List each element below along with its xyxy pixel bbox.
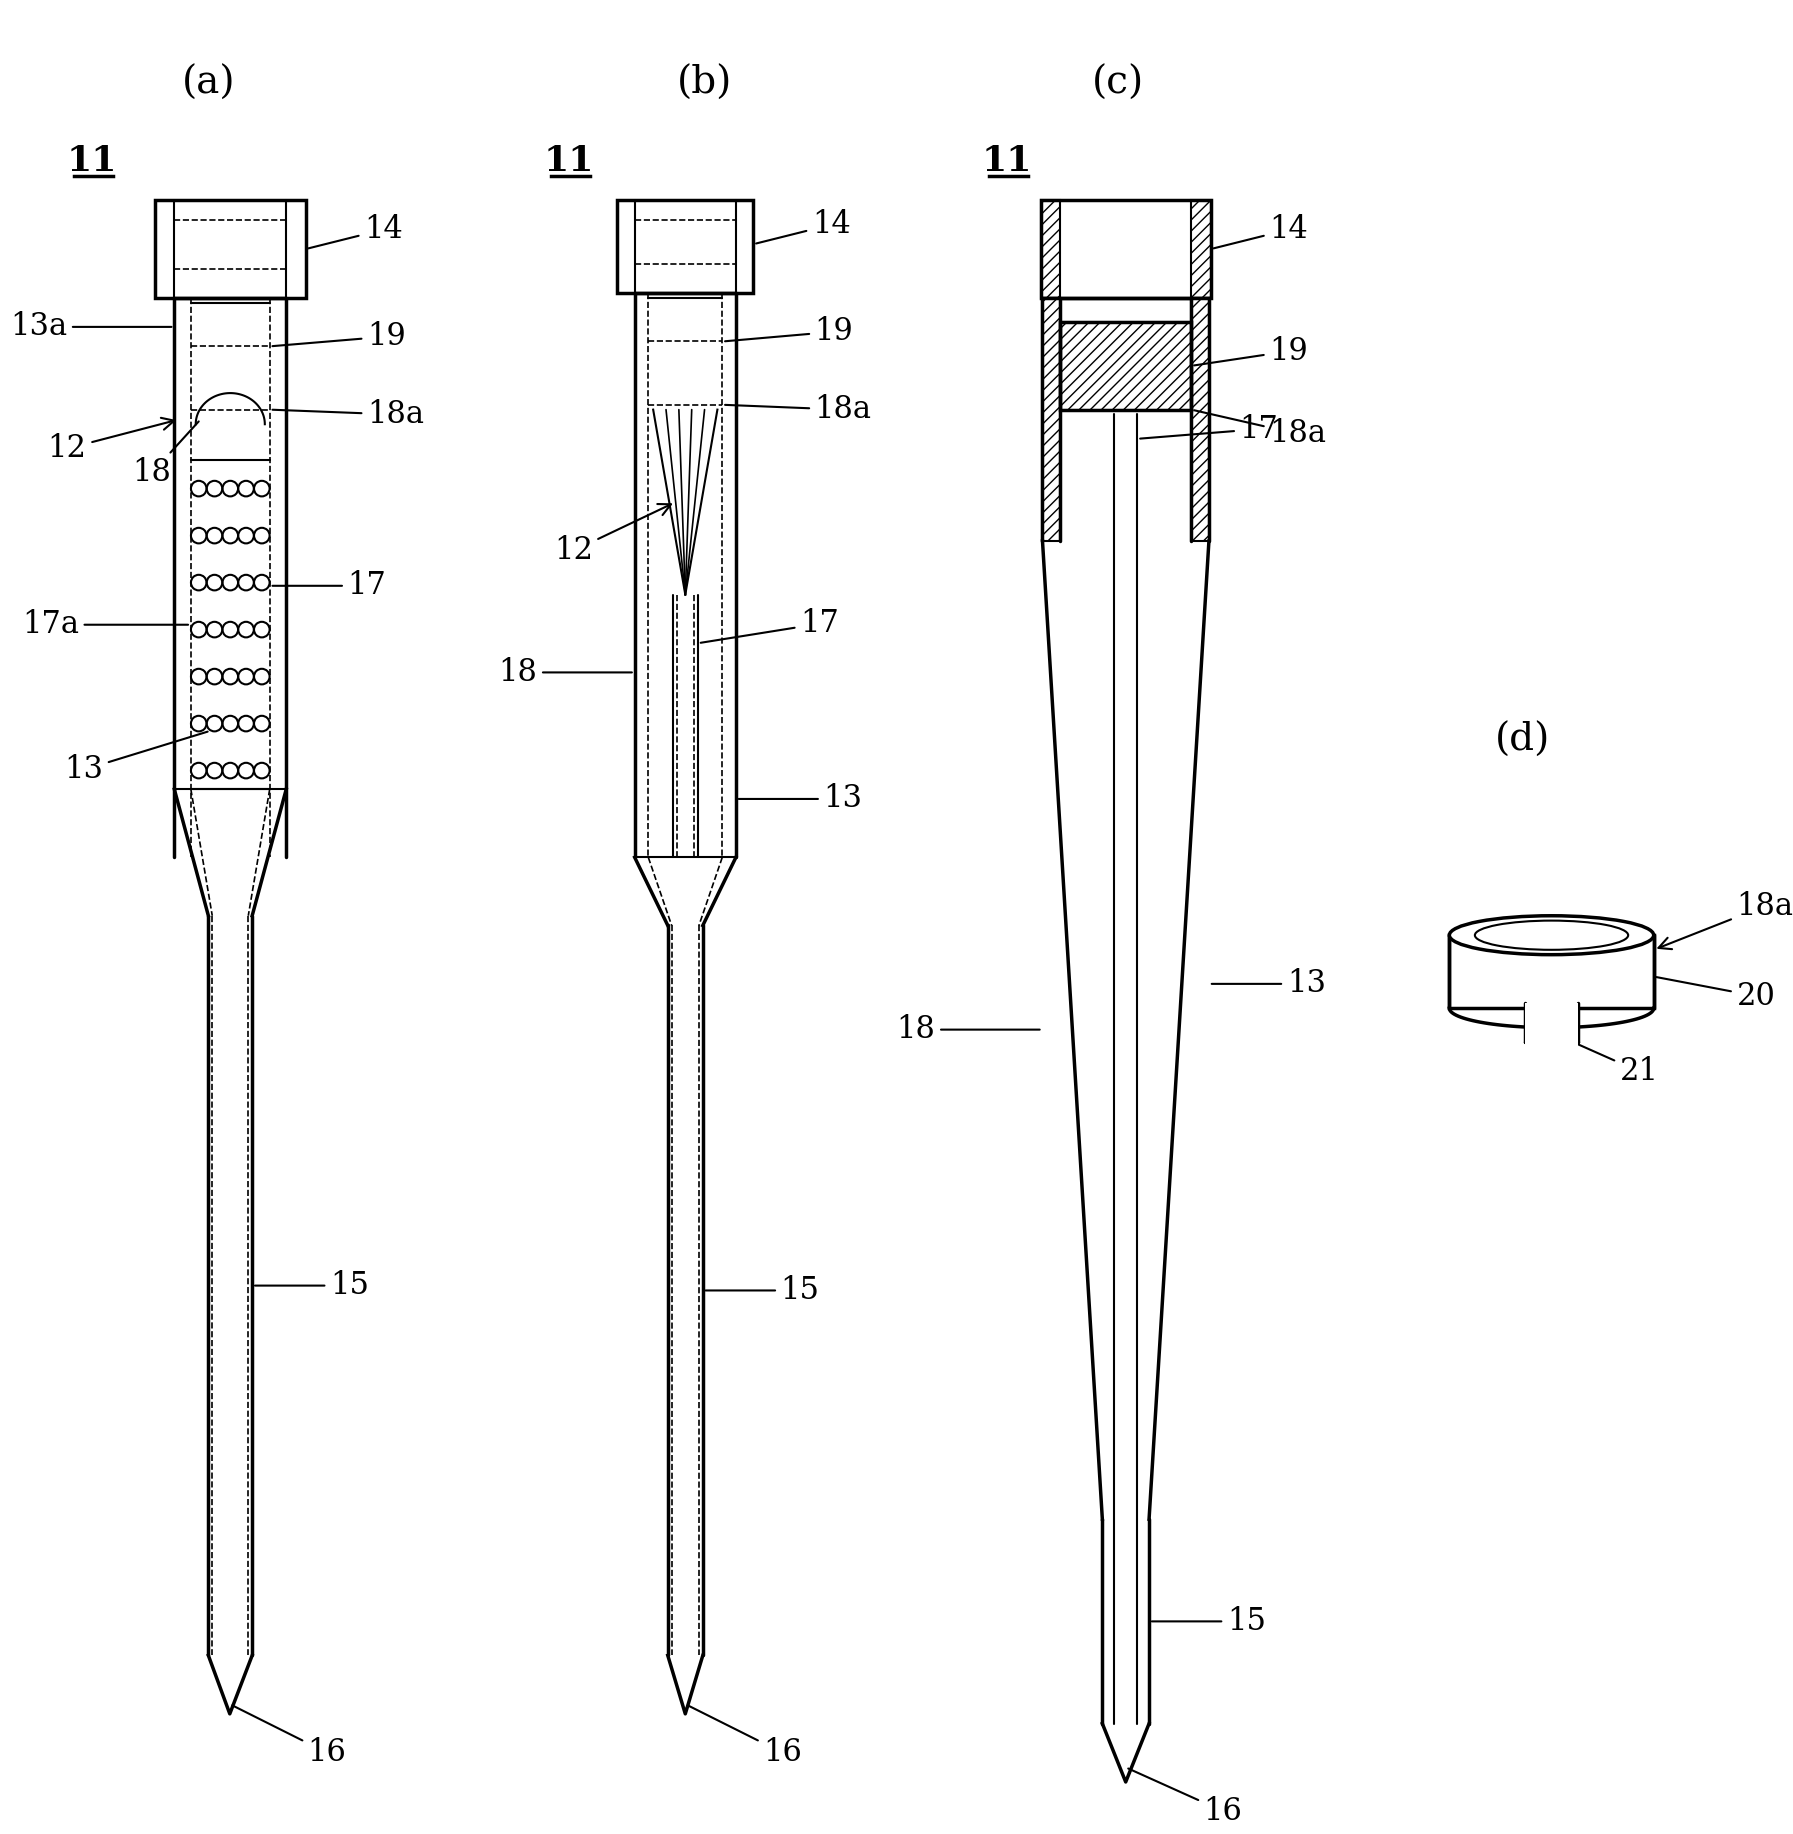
Text: 16: 16 (233, 1706, 346, 1768)
Bar (1040, 200, 1060, 297)
Text: 18: 18 (896, 1014, 1040, 1045)
Text: (c): (c) (1092, 64, 1144, 103)
Text: 15: 15 (255, 1271, 369, 1300)
Bar (617, 200, 753, 293)
Text: 13: 13 (65, 732, 208, 785)
Text: 16: 16 (689, 1706, 801, 1768)
Text: 17: 17 (1140, 414, 1278, 444)
Text: 17a: 17a (22, 609, 188, 640)
Text: 18a: 18a (1194, 411, 1327, 449)
Text: 14: 14 (308, 215, 403, 248)
Text: 18: 18 (133, 422, 199, 488)
Text: 14: 14 (757, 209, 850, 244)
Ellipse shape (1449, 915, 1653, 956)
Text: 13: 13 (1212, 968, 1325, 1000)
Bar (1449, 935, 1653, 1009)
Bar (1040, 200, 1210, 297)
Text: 21: 21 (1555, 1034, 1659, 1088)
Text: 17: 17 (701, 609, 839, 642)
Text: 12: 12 (554, 504, 671, 567)
Text: 13: 13 (739, 783, 862, 814)
Text: 18a: 18a (724, 394, 871, 425)
Text: 18a: 18a (273, 400, 423, 429)
Text: 15: 15 (706, 1275, 819, 1306)
Text: 11: 11 (543, 145, 593, 178)
Text: 11: 11 (66, 145, 117, 178)
Text: 12: 12 (48, 418, 174, 464)
Text: 18a: 18a (1659, 891, 1793, 950)
Text: 19: 19 (273, 321, 405, 352)
Text: 13a: 13a (11, 312, 172, 343)
Text: 14: 14 (1214, 215, 1309, 248)
Text: (a): (a) (181, 64, 235, 103)
Bar (1042, 297, 1060, 541)
Text: 19: 19 (1194, 336, 1309, 367)
Text: 15: 15 (1151, 1607, 1266, 1638)
Bar (1524, 1003, 1578, 1053)
Bar (1191, 297, 1208, 541)
Bar (1060, 323, 1191, 409)
Bar (1191, 200, 1210, 297)
Text: 11: 11 (981, 145, 1031, 178)
Text: 19: 19 (724, 315, 853, 347)
Text: 17: 17 (273, 570, 387, 602)
Text: (b): (b) (678, 64, 733, 103)
Text: 20: 20 (1657, 978, 1775, 1012)
Bar (1060, 323, 1191, 409)
Bar (154, 200, 305, 297)
Text: 18: 18 (498, 657, 631, 688)
Text: 16: 16 (1128, 1768, 1243, 1827)
Text: (d): (d) (1495, 723, 1549, 759)
